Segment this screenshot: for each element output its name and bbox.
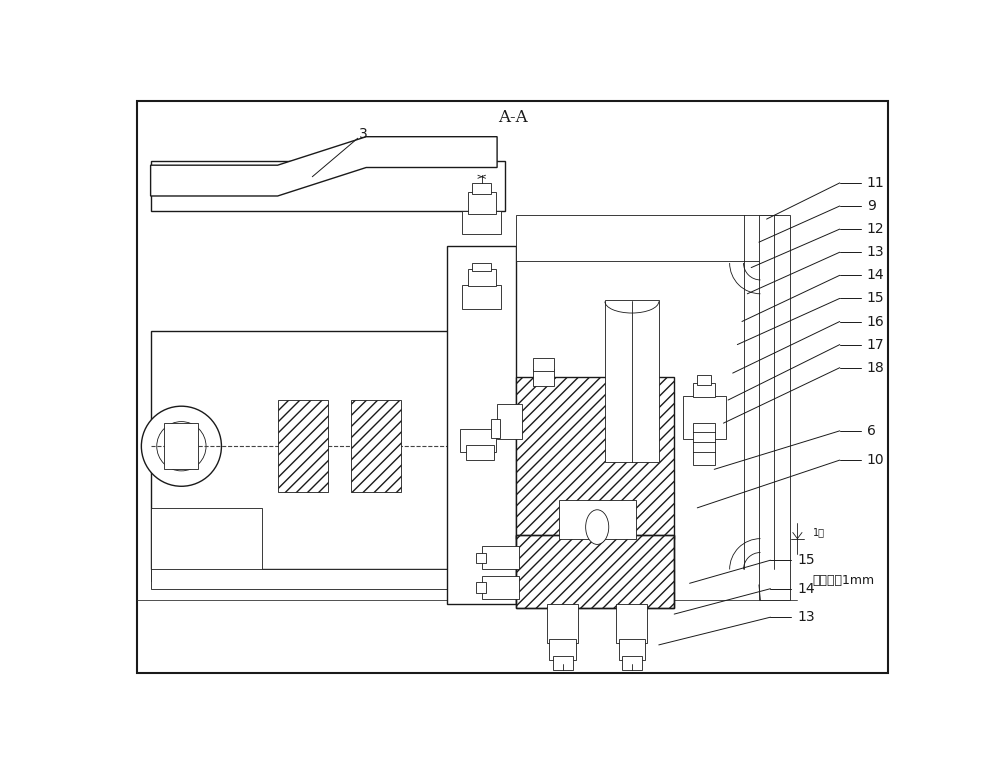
- Text: A-A: A-A: [498, 109, 527, 126]
- Bar: [619, 639, 645, 660]
- Text: 15: 15: [797, 553, 815, 568]
- Text: 10: 10: [867, 453, 884, 467]
- Text: 11: 11: [867, 176, 884, 190]
- Polygon shape: [151, 137, 497, 196]
- Text: 17: 17: [867, 337, 884, 351]
- Bar: [516, 535, 674, 608]
- Bar: [476, 552, 486, 563]
- Bar: [476, 581, 486, 593]
- Bar: [533, 358, 554, 370]
- Bar: [460, 430, 496, 453]
- Bar: [151, 331, 470, 569]
- Text: 9: 9: [867, 199, 876, 213]
- Bar: [351, 400, 401, 492]
- Text: 14: 14: [797, 581, 815, 596]
- Bar: [559, 500, 636, 538]
- Bar: [516, 535, 674, 608]
- Bar: [759, 216, 790, 601]
- Circle shape: [157, 422, 206, 471]
- Bar: [472, 183, 491, 194]
- Bar: [549, 639, 576, 660]
- Text: 15: 15: [867, 291, 884, 305]
- Circle shape: [141, 407, 221, 486]
- Text: 3: 3: [358, 127, 367, 141]
- Bar: [482, 546, 519, 569]
- Bar: [278, 400, 328, 492]
- Text: 16: 16: [867, 314, 884, 328]
- Bar: [605, 300, 659, 462]
- Bar: [447, 246, 516, 604]
- Bar: [693, 423, 715, 466]
- Bar: [553, 657, 573, 670]
- Bar: [151, 508, 262, 581]
- Bar: [516, 377, 674, 538]
- Text: 13: 13: [797, 611, 815, 624]
- Text: 13: 13: [867, 245, 884, 259]
- Text: 6: 6: [867, 424, 876, 438]
- Bar: [533, 369, 554, 386]
- Text: 12: 12: [867, 222, 884, 236]
- Bar: [516, 216, 778, 262]
- Text: 1㎜: 1㎜: [813, 528, 825, 538]
- Bar: [491, 420, 500, 438]
- Bar: [151, 569, 470, 589]
- Bar: [693, 383, 715, 397]
- Bar: [151, 161, 505, 212]
- Bar: [616, 604, 647, 643]
- Bar: [462, 212, 501, 235]
- Bar: [466, 445, 494, 460]
- Ellipse shape: [586, 510, 609, 545]
- Bar: [497, 404, 522, 439]
- Bar: [547, 604, 578, 643]
- Bar: [164, 423, 198, 469]
- Text: 距离保证1mm: 距离保证1mm: [813, 574, 875, 588]
- Bar: [622, 657, 642, 670]
- Bar: [462, 285, 501, 309]
- Text: 18: 18: [867, 360, 884, 375]
- Bar: [683, 397, 726, 439]
- Bar: [468, 269, 496, 286]
- Bar: [151, 538, 224, 581]
- Bar: [468, 193, 496, 214]
- Bar: [697, 374, 711, 384]
- Text: 14: 14: [867, 268, 884, 282]
- Bar: [472, 263, 491, 271]
- Bar: [482, 575, 519, 599]
